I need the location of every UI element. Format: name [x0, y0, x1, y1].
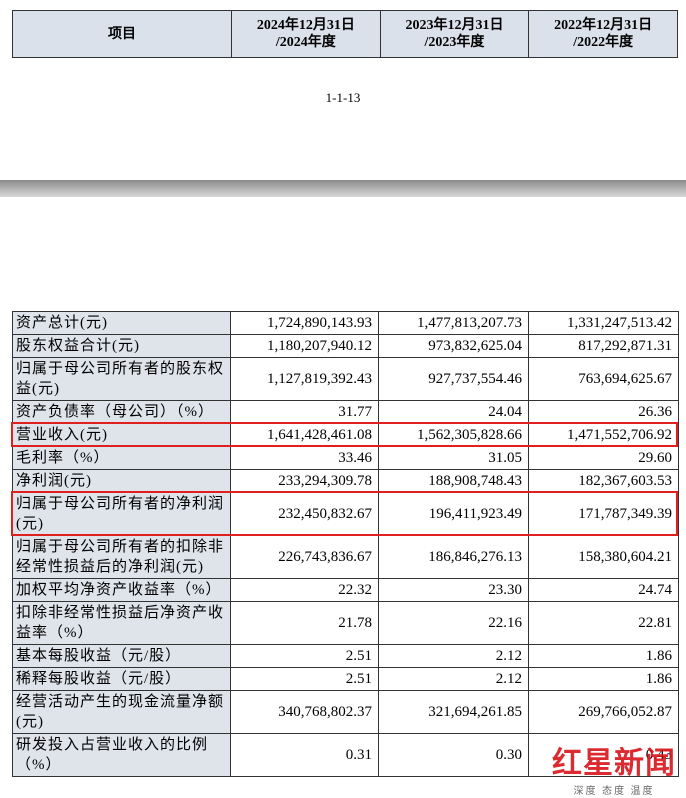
header-cell: 2022年12月31日/2022年度: [528, 10, 678, 58]
table-row: 归属于母公司所有者的股东权益(元) 1,127,819,392.43 927,737…: [12, 357, 679, 401]
label-cell: 基本每股收益（元/股）: [12, 644, 231, 668]
table-row: 股东权益合计(元) 1,180,207,940.12 973,832,625.04 8…: [12, 334, 679, 358]
value-cell: 1,180,207,940.12: [230, 334, 379, 358]
table-row: 扣除非经常性损益后净资产收益率（%） 21.78 22.16 22.81: [12, 601, 679, 645]
value-cell: 23.30: [378, 578, 529, 602]
table-row: 资产负债率（母公司）（%） 31.77 24.04 26.36: [12, 400, 679, 424]
value-cell: 1,127,819,392.43: [230, 357, 379, 401]
value-cell: 0.31: [230, 733, 379, 777]
table-row: 稀释每股收益（元/股） 2.51 2.12 1.86: [12, 667, 679, 691]
value-cell: 2.12: [378, 667, 529, 691]
table-row: 净利润(元) 233,294,309.78 188,908,748.43 182,36…: [12, 469, 679, 493]
page-number: 1-1-13: [325, 90, 361, 105]
label-cell: 股东权益合计(元): [12, 334, 231, 358]
label-cell: 扣除非经常性损益后净资产收益率（%）: [12, 601, 231, 645]
highlight-box: [11, 491, 678, 536]
value-cell: 2.12: [378, 644, 529, 668]
header-line: /2024年度: [275, 35, 336, 50]
label-cell: 资产负债率（母公司）（%）: [12, 400, 231, 424]
value-cell: 340,768,802.37: [230, 690, 379, 734]
label-cell: 加权平均净资产收益率（%）: [12, 578, 231, 602]
label-cell: 营业收入(元): [12, 423, 231, 447]
value-cell: 171,787,349.39: [528, 492, 679, 536]
value-cell: 188,908,748.43: [378, 469, 529, 493]
header-line: 2022年12月31日: [554, 18, 653, 33]
watermark-slogan: 深度 态度 温度: [573, 786, 655, 797]
value-cell: 31.77: [230, 400, 379, 424]
value-cell: 1,471,552,706.92: [528, 423, 679, 447]
header-cell: 项目: [12, 10, 232, 58]
label-cell: 归属于母公司所有者的扣除非经常性损益后的净利润(元): [12, 535, 231, 579]
value-cell: 1,331,247,513.42: [528, 311, 679, 335]
table-row: 基本每股收益（元/股） 2.51 2.12 1.86: [12, 644, 679, 668]
value-cell: 22.81: [528, 601, 679, 645]
value-cell: 196,411,923.49: [378, 492, 529, 536]
value-cell: 927,737,554.46: [378, 357, 529, 401]
label-cell: 稀释每股收益（元/股）: [12, 667, 231, 691]
highlight-box: [11, 422, 678, 447]
label-cell: 归属于母公司所有者的净利润(元): [12, 492, 231, 536]
value-cell: 31.05: [378, 446, 529, 470]
label-cell: 净利润(元): [12, 469, 231, 493]
header-line: /2022年度: [573, 35, 634, 50]
value-cell: 1.86: [528, 667, 679, 691]
value-cell: 1.86: [528, 644, 679, 668]
value-cell: 269,766,052.87: [528, 690, 679, 734]
header-cell: 2023年12月31日/2023年度: [379, 10, 530, 58]
header-table: 项目 2024年12月31日/2024年度 2023年12月31日/2023年度 2…: [12, 10, 678, 58]
value-cell: 22.32: [230, 578, 379, 602]
value-cell: 33.46: [230, 446, 379, 470]
value-cell: 22.16: [378, 601, 529, 645]
watermark-brand: 红星新闻: [552, 746, 676, 781]
value-cell: 186,846,276.13: [378, 535, 529, 579]
value-cell: 21.78: [230, 601, 379, 645]
header-line: 2024年12月31日: [256, 18, 355, 33]
table-row: 营业收入(元) 1,641,428,461.08 1,562,305,828.66 1…: [12, 423, 679, 447]
value-cell: 1,562,305,828.66: [378, 423, 529, 447]
table-row: 研发投入占营业收入的比例（%） 0.31 0.30 0.43: [12, 733, 679, 777]
value-cell: 26.36: [528, 400, 679, 424]
watermark: 红星新闻 深度 态度 温度: [552, 738, 676, 797]
data-table: 资产总计(元) 1,724,890,143.93 1,477,813,207.73 1…: [12, 311, 679, 777]
table-row: 毛利率（%） 33.46 31.05 29.60: [12, 446, 679, 470]
value-cell: 2.51: [230, 644, 379, 668]
value-cell: 24.04: [378, 400, 529, 424]
separator-bar: [0, 180, 686, 197]
table-row: 加权平均净资产收益率（%） 22.32 23.30 24.74: [12, 578, 679, 602]
value-cell: 24.74: [528, 578, 679, 602]
value-cell: 226,743,836.67: [230, 535, 379, 579]
value-cell: 232,450,832.67: [230, 492, 379, 536]
label-cell: 资产总计(元): [12, 311, 231, 335]
label-cell: 研发投入占营业收入的比例（%）: [12, 733, 231, 777]
table-row: 归属于母公司所有者的净利润(元) 232,450,832.67 196,411,92…: [12, 492, 679, 536]
value-cell: 29.60: [528, 446, 679, 470]
value-cell: 0.43: [528, 733, 679, 777]
value-cell: 1,641,428,461.08: [230, 423, 379, 447]
table-row: 经营活动产生的现金流量净额(元) 340,768,802.37 321,694,26…: [12, 690, 679, 734]
label-cell: 毛利率（%）: [12, 446, 231, 470]
header-line: 2023年12月31日: [405, 18, 504, 33]
value-cell: 763,694,625.67: [528, 357, 679, 401]
label-cell: 经营活动产生的现金流量净额(元): [12, 690, 231, 734]
value-cell: 0.30: [378, 733, 529, 777]
value-cell: 973,832,625.04: [378, 334, 529, 358]
value-cell: 2.51: [230, 667, 379, 691]
value-cell: 1,724,890,143.93: [230, 311, 379, 335]
value-cell: 158,380,604.21: [528, 535, 679, 579]
value-cell: 817,292,871.31: [528, 334, 679, 358]
table-row: 归属于母公司所有者的扣除非经常性损益后的净利润(元) 226,743,836.67…: [12, 535, 679, 579]
header-cell: 2024年12月31日/2024年度: [231, 10, 381, 58]
value-cell: 321,694,261.85: [378, 690, 529, 734]
header-line: /2023年度: [424, 35, 485, 50]
label-cell: 归属于母公司所有者的股东权益(元): [12, 357, 231, 401]
value-cell: 233,294,309.78: [230, 469, 379, 493]
value-cell: 1,477,813,207.73: [378, 311, 529, 335]
value-cell: 182,367,603.53: [528, 469, 679, 493]
table-row: 资产总计(元) 1,724,890,143.93 1,477,813,207.73 1…: [12, 311, 679, 335]
